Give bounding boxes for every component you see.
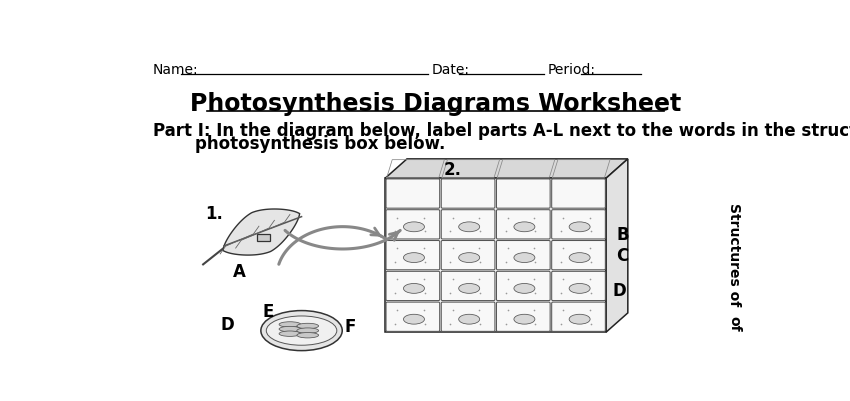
Ellipse shape bbox=[459, 284, 479, 294]
FancyBboxPatch shape bbox=[386, 271, 439, 301]
FancyBboxPatch shape bbox=[552, 271, 605, 301]
Ellipse shape bbox=[404, 314, 424, 324]
Text: C: C bbox=[616, 247, 628, 265]
Polygon shape bbox=[385, 179, 606, 332]
Ellipse shape bbox=[404, 253, 424, 263]
Text: Name:: Name: bbox=[153, 63, 198, 77]
Text: B: B bbox=[616, 225, 629, 243]
Ellipse shape bbox=[404, 222, 424, 232]
Bar bbox=[258, 234, 269, 241]
Ellipse shape bbox=[570, 222, 590, 232]
Text: D: D bbox=[221, 316, 235, 334]
FancyBboxPatch shape bbox=[386, 210, 439, 239]
FancyBboxPatch shape bbox=[441, 241, 495, 270]
FancyBboxPatch shape bbox=[441, 271, 495, 301]
Text: Structures of: Structures of bbox=[727, 203, 741, 306]
FancyBboxPatch shape bbox=[552, 302, 605, 332]
Text: Date:: Date: bbox=[432, 63, 470, 77]
Ellipse shape bbox=[266, 316, 337, 345]
Ellipse shape bbox=[514, 222, 535, 232]
Text: F: F bbox=[345, 317, 356, 335]
Ellipse shape bbox=[570, 284, 590, 294]
FancyBboxPatch shape bbox=[386, 241, 439, 270]
Ellipse shape bbox=[279, 322, 301, 327]
Ellipse shape bbox=[570, 314, 590, 324]
Ellipse shape bbox=[279, 326, 301, 332]
Text: photosynthesis box below.: photosynthesis box below. bbox=[196, 134, 445, 152]
Polygon shape bbox=[606, 160, 628, 332]
Ellipse shape bbox=[570, 253, 590, 263]
FancyBboxPatch shape bbox=[552, 210, 605, 239]
Text: of: of bbox=[727, 315, 741, 331]
Ellipse shape bbox=[297, 328, 319, 334]
Ellipse shape bbox=[297, 333, 319, 338]
FancyBboxPatch shape bbox=[496, 271, 550, 301]
Text: A: A bbox=[233, 262, 246, 280]
Text: 2.: 2. bbox=[444, 160, 462, 178]
FancyBboxPatch shape bbox=[496, 180, 550, 209]
Ellipse shape bbox=[514, 284, 535, 294]
Text: Part I: In the diagram below, label parts A-L next to the words in the structure: Part I: In the diagram below, label part… bbox=[153, 122, 850, 140]
Ellipse shape bbox=[279, 331, 301, 336]
Text: D: D bbox=[612, 281, 626, 299]
FancyBboxPatch shape bbox=[552, 180, 605, 209]
Text: Period:: Period: bbox=[548, 63, 596, 77]
Ellipse shape bbox=[514, 253, 535, 263]
Polygon shape bbox=[223, 209, 300, 255]
Ellipse shape bbox=[514, 314, 535, 324]
Ellipse shape bbox=[459, 314, 479, 324]
FancyBboxPatch shape bbox=[496, 210, 550, 239]
Ellipse shape bbox=[261, 311, 343, 351]
FancyBboxPatch shape bbox=[386, 180, 439, 209]
Text: Photosynthesis Diagrams Worksheet: Photosynthesis Diagrams Worksheet bbox=[190, 91, 681, 115]
Ellipse shape bbox=[459, 253, 479, 263]
FancyBboxPatch shape bbox=[441, 210, 495, 239]
Ellipse shape bbox=[404, 284, 424, 294]
FancyBboxPatch shape bbox=[496, 302, 550, 332]
FancyBboxPatch shape bbox=[496, 241, 550, 270]
FancyBboxPatch shape bbox=[552, 241, 605, 270]
FancyBboxPatch shape bbox=[441, 302, 495, 332]
FancyBboxPatch shape bbox=[441, 180, 495, 209]
Ellipse shape bbox=[459, 222, 479, 232]
Polygon shape bbox=[385, 160, 628, 179]
Text: 1.: 1. bbox=[206, 204, 224, 222]
FancyBboxPatch shape bbox=[386, 302, 439, 332]
Ellipse shape bbox=[297, 324, 319, 329]
Text: E: E bbox=[263, 302, 275, 320]
